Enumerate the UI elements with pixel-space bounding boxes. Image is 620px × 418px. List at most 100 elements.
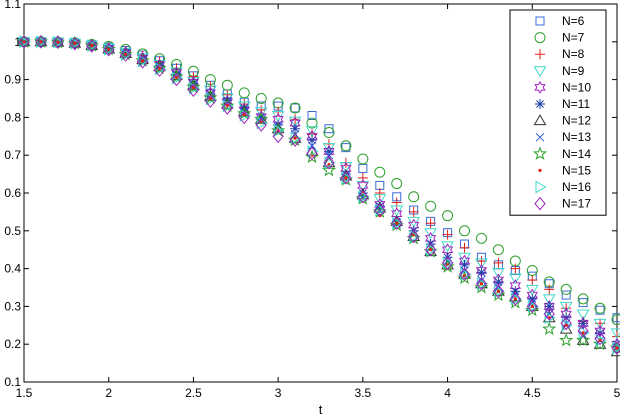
data-point: [476, 277, 488, 291]
data-point: [307, 111, 317, 121]
data-point: [611, 337, 620, 351]
legend-marker: [535, 16, 545, 26]
data-point: [341, 171, 353, 185]
data-point: [594, 302, 606, 314]
legend-marker: [532, 146, 548, 160]
x-tick: 3: [275, 4, 282, 400]
data-point: [475, 232, 487, 244]
legend-marker: [535, 99, 545, 109]
data-point: [188, 78, 199, 89]
x-tick: 4.5: [524, 4, 541, 400]
data-point: [204, 94, 217, 108]
data-point: [408, 206, 419, 217]
data-point: [107, 47, 111, 51]
data-point: [306, 117, 318, 129]
data-point: [542, 321, 557, 336]
data-point: [323, 146, 334, 157]
data-point: [509, 292, 521, 306]
legend-label: N=14: [562, 147, 591, 161]
data-point: [86, 38, 98, 52]
data-point: [525, 284, 539, 296]
data-point: [441, 256, 454, 270]
data-point: [508, 273, 522, 285]
data-point: [187, 83, 200, 97]
y-tick-label: 0.7: [4, 148, 21, 162]
data-point: [290, 123, 301, 134]
data-point: [443, 256, 455, 270]
data-point: [306, 146, 318, 161]
data-point: [543, 307, 555, 321]
data-point: [358, 190, 370, 204]
data-point: [69, 36, 81, 50]
data-point: [577, 316, 589, 330]
y-tick-label: 0.9: [4, 73, 21, 87]
legend-box: [509, 9, 607, 216]
data-point: [425, 218, 436, 229]
data-point: [136, 55, 149, 69]
data-point: [612, 341, 620, 355]
x-tick-label: 1.5: [16, 386, 33, 400]
legend-marker: [534, 196, 546, 211]
data-point: [17, 35, 31, 47]
legend-entry: N=14: [532, 146, 591, 161]
data-point: [18, 35, 30, 49]
data-point: [561, 290, 571, 300]
legend-label: N=8: [562, 47, 585, 61]
data-point: [357, 153, 369, 165]
data-point: [238, 110, 250, 125]
data-point: [290, 103, 300, 113]
legend-entry: N=10: [534, 80, 591, 94]
data-point: [510, 292, 522, 306]
x-tick: 4: [444, 4, 451, 400]
data-point: [530, 304, 534, 308]
legend-label: N=11: [562, 97, 590, 111]
y-tick: 0.7: [4, 148, 617, 162]
data-point: [442, 229, 453, 240]
data-point: [104, 42, 116, 56]
data-point: [324, 124, 334, 134]
data-point: [153, 63, 166, 77]
legend-marker: [535, 180, 547, 194]
data-point: [611, 314, 620, 326]
data-point: [510, 263, 521, 274]
data-point: [544, 311, 556, 325]
legend-entry: N=16: [535, 180, 591, 194]
legend-entry: N=15: [538, 163, 591, 177]
x-tick-label: 3.5: [355, 386, 372, 400]
data-point: [340, 171, 352, 185]
data-point: [424, 242, 437, 257]
data-point: [323, 155, 335, 170]
data-point: [559, 301, 573, 313]
y-tick: 0.1: [4, 375, 617, 389]
data-point: [121, 48, 133, 62]
data-point: [120, 48, 132, 62]
data-point: [124, 52, 128, 56]
data-point: [254, 107, 268, 119]
data-point: [612, 339, 620, 350]
y-tick: 0.3: [4, 299, 617, 313]
data-point: [375, 203, 387, 217]
data-point: [425, 200, 437, 212]
data-point: [356, 180, 370, 192]
data-point: [492, 244, 504, 256]
y-tick-label: 0.2: [4, 337, 21, 351]
data-point: [496, 289, 500, 293]
legend-marker: [533, 114, 547, 126]
data-point: [527, 293, 538, 304]
data-point: [157, 66, 162, 70]
y-tick-label: 1: [14, 35, 21, 49]
data-point: [374, 203, 386, 217]
y-tick-label: 0.3: [4, 299, 21, 313]
data-point: [476, 267, 487, 278]
data-point: [542, 294, 556, 306]
y-tick-label: 0.5: [4, 224, 21, 238]
y-tick-label: 0.1: [4, 375, 21, 389]
legend-marker: [534, 32, 546, 44]
data-point: [426, 243, 438, 257]
data-point: [225, 103, 229, 107]
y-tick-label: 0.4: [4, 262, 21, 276]
data-point: [593, 318, 607, 330]
data-point: [358, 163, 368, 173]
data-point: [221, 95, 233, 109]
